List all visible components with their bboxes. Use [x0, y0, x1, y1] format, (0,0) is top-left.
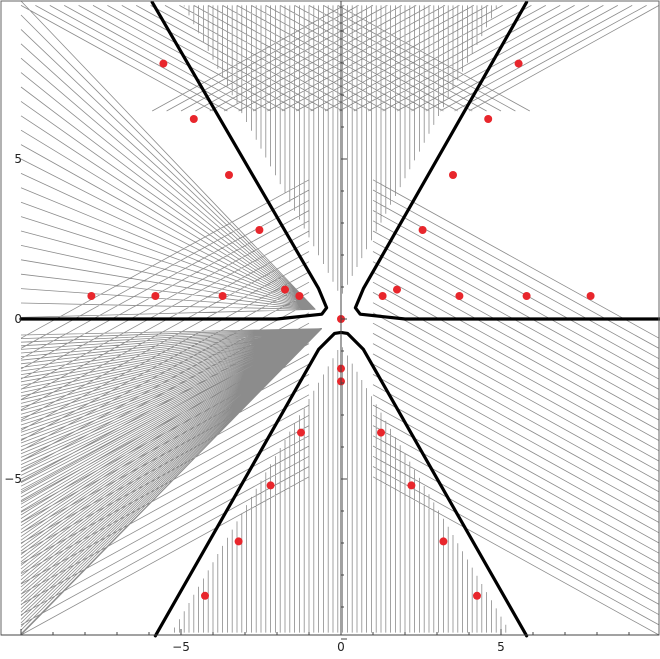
zero-point: [378, 292, 387, 300]
zero-point: [484, 115, 493, 123]
zero-point: [393, 285, 401, 294]
zero-point: [281, 285, 289, 294]
zero-point: [266, 481, 275, 490]
zero-point: [218, 292, 227, 300]
x-tick-label: 0: [337, 640, 345, 654]
zero-point: [151, 292, 160, 300]
zero-point: [473, 591, 481, 600]
y-tick-label: 5: [14, 152, 22, 166]
zero-point: [455, 292, 464, 300]
zero-point: [255, 226, 264, 234]
zero-point: [225, 171, 233, 179]
boundary-curve-2: [353, 0, 660, 321]
zero-point: [297, 428, 305, 437]
zero-point: [234, 537, 243, 546]
x-tick-label: −5: [172, 640, 190, 654]
zero-point: [377, 428, 385, 437]
zero-point: [514, 59, 523, 68]
zero-point: [201, 591, 209, 600]
zero-points: [87, 59, 595, 600]
zero-point: [439, 537, 448, 546]
zero-point: [407, 481, 416, 490]
zero-point: [189, 115, 198, 123]
zero-point: [295, 292, 304, 300]
zero-point: [586, 292, 595, 300]
x-tick-label: 5: [497, 640, 505, 654]
y-tick-label: −5: [4, 472, 22, 486]
zero-point: [159, 59, 168, 68]
zero-point: [522, 292, 531, 300]
y-tick-label: 0: [14, 312, 22, 326]
axes: [0, 0, 660, 636]
zero-point: [449, 171, 457, 179]
zero-point: [418, 226, 427, 234]
boundary-curve-1: [19, 0, 329, 321]
tick-labels: −5 0 5 5 0 −5: [4, 30, 630, 654]
zero-point: [87, 292, 96, 300]
